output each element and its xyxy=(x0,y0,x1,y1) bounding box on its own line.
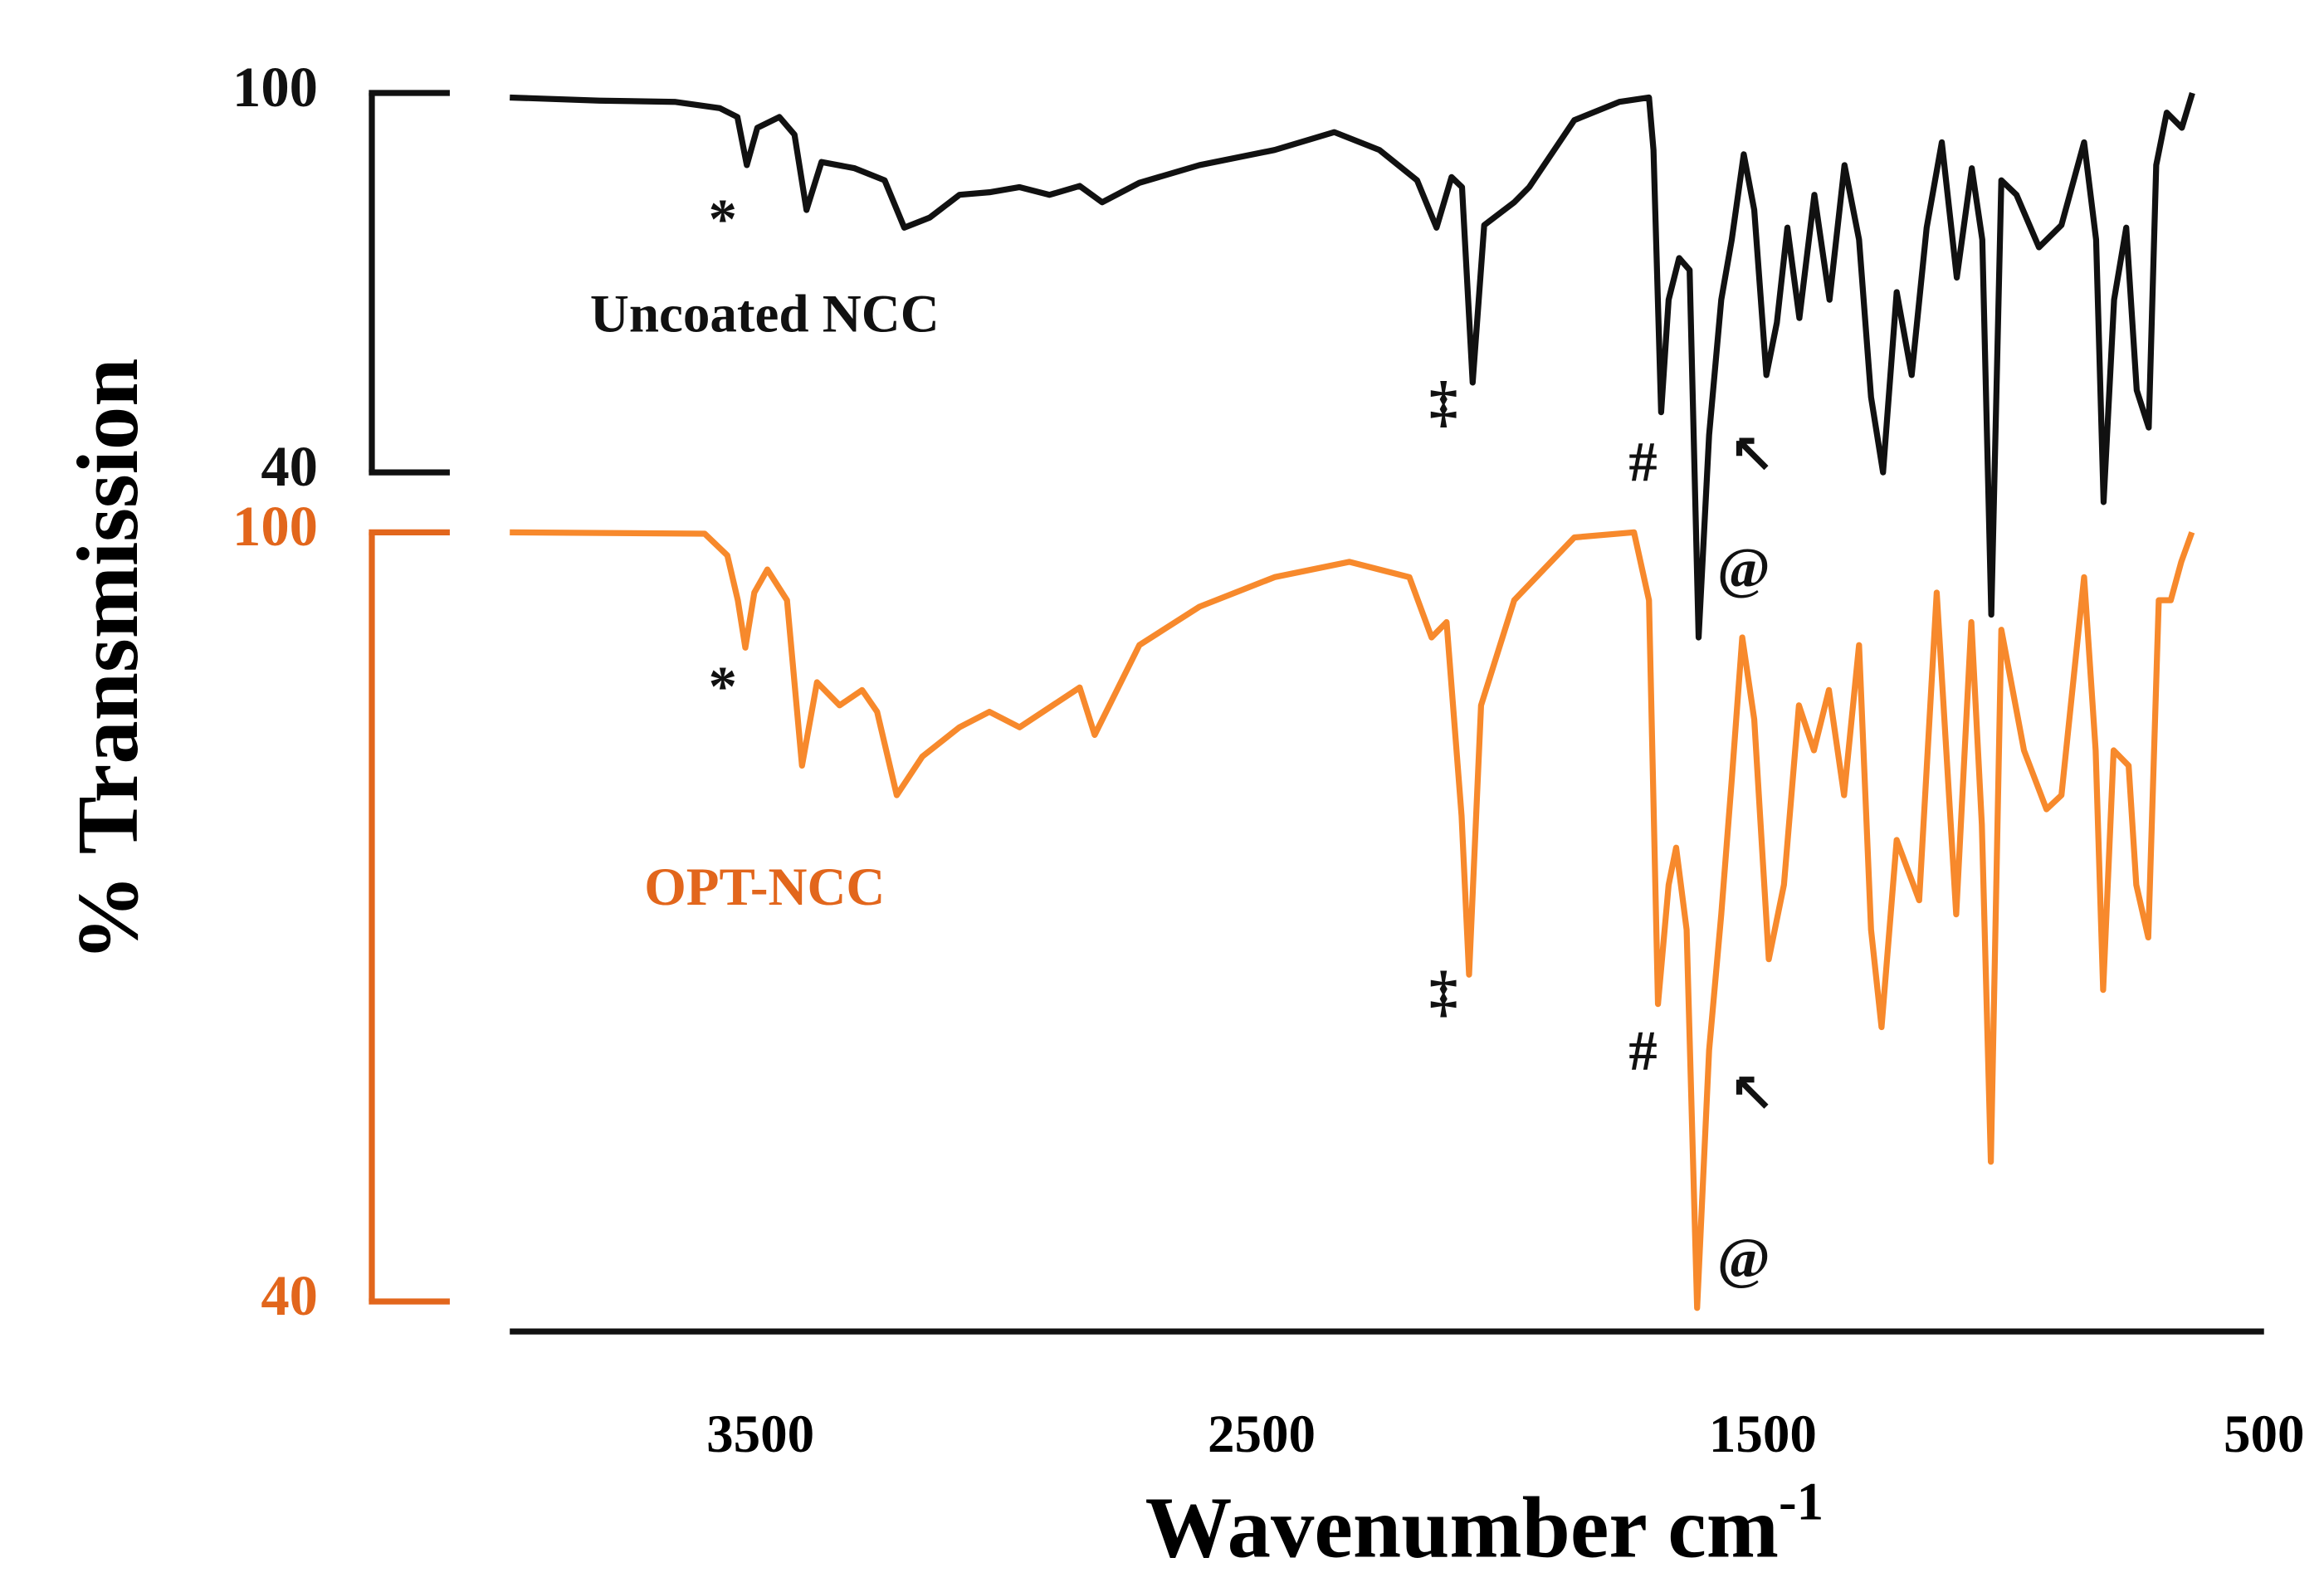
x-axis-label-superscript: -1 xyxy=(1779,1472,1824,1531)
annotation: # xyxy=(1628,1019,1657,1082)
y-tick-label: 100 xyxy=(232,56,318,119)
annotation: @ xyxy=(1717,1227,1770,1290)
arrow xyxy=(1736,437,1769,471)
spectrum-line xyxy=(510,529,2195,1311)
annotation: * xyxy=(709,188,737,251)
x-tick-label: 500 xyxy=(2224,1404,2305,1464)
annotation: @ xyxy=(1717,536,1770,599)
arrow xyxy=(1736,1077,1769,1109)
x-tick-label: 2500 xyxy=(1208,1404,1316,1464)
x-tick-label: 1500 xyxy=(1709,1404,1817,1464)
annotation: * xyxy=(709,655,737,718)
series-label: OPT-NCC xyxy=(644,857,885,917)
x-axis-label-text: Wavenumber cm xyxy=(1145,1480,1779,1576)
y-tick-label: 100 xyxy=(232,495,318,558)
y-axis-label: % Transmission xyxy=(60,359,156,962)
annotation: ‡ xyxy=(1429,960,1457,1023)
annotation: ‡ xyxy=(1429,370,1457,433)
x-tick-label: 3500 xyxy=(706,1404,814,1464)
y-tick-label: 40 xyxy=(261,1264,318,1327)
spectrum-line xyxy=(510,92,2195,641)
x-axis-label: Wavenumber cm-1 xyxy=(1145,1472,1824,1575)
annotation: # xyxy=(1628,430,1657,493)
series-label: Uncoated NCC xyxy=(590,285,940,344)
y-tick-label: 40 xyxy=(261,435,318,498)
